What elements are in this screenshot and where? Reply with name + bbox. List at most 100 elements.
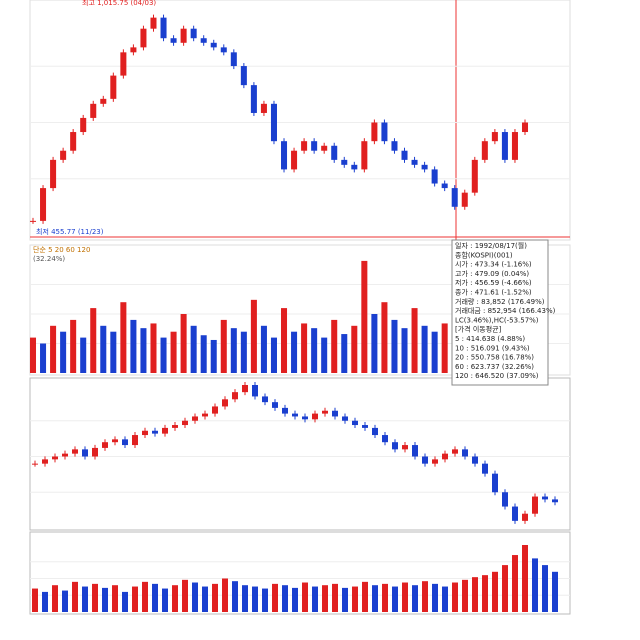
candle xyxy=(242,385,248,393)
candle xyxy=(422,456,428,464)
candle xyxy=(411,159,418,165)
candle xyxy=(322,410,328,414)
volume-bar xyxy=(130,319,137,373)
candle xyxy=(190,28,197,39)
candle xyxy=(70,132,77,151)
candle xyxy=(112,439,118,443)
volume-bar xyxy=(512,555,518,612)
candle xyxy=(42,459,48,464)
volume-bar xyxy=(472,577,478,612)
volume-bar xyxy=(152,583,158,612)
volume-bar xyxy=(82,586,88,612)
candle xyxy=(331,145,338,160)
volume-bar xyxy=(172,585,178,612)
volume-bar xyxy=(210,339,217,373)
candle xyxy=(120,52,127,76)
tooltip-line: 거래량 : 83,852 (176.49%) xyxy=(455,297,545,306)
candle xyxy=(512,506,518,521)
candle xyxy=(170,38,177,43)
volume-bar xyxy=(502,565,508,612)
candle xyxy=(552,499,558,503)
candle xyxy=(172,425,178,428)
candle xyxy=(82,449,88,457)
volume-bar xyxy=(202,586,208,612)
candle xyxy=(341,159,348,165)
volume-bar xyxy=(62,590,68,612)
candle xyxy=(522,513,528,521)
volume-bar xyxy=(122,591,128,612)
volume-bar xyxy=(50,325,57,373)
candle xyxy=(372,427,378,436)
volume-bar xyxy=(482,575,488,612)
candle xyxy=(72,449,78,454)
tooltip-line: 60 : 623.737 (32.26%) xyxy=(455,363,534,371)
volume-bar xyxy=(422,581,428,612)
candle xyxy=(292,413,298,417)
candle xyxy=(50,159,57,189)
candle xyxy=(122,439,128,446)
candle xyxy=(230,52,237,67)
candle xyxy=(132,435,138,446)
volume-bar xyxy=(442,586,448,612)
volume-bar xyxy=(322,585,328,612)
candle xyxy=(502,492,508,507)
price-panel xyxy=(29,0,571,241)
tooltip-line: 고가 : 479.09 (0.04%) xyxy=(455,269,529,278)
candle xyxy=(432,459,438,464)
volume-bar xyxy=(100,325,107,373)
lower-volume-panel xyxy=(29,531,571,615)
tooltip-line: 10 : 516.091 (9.43%) xyxy=(455,344,530,352)
candle xyxy=(250,85,257,113)
tooltip-line: LC(3.46%),HC(-53.57%) xyxy=(455,316,539,324)
volume-bar xyxy=(441,323,448,373)
volume-bar xyxy=(411,308,418,373)
volume-bar xyxy=(220,319,227,373)
candle xyxy=(332,410,338,417)
tooltip-line: 거래대금 : 852,954 (166.43%) xyxy=(455,306,556,315)
volume-bar xyxy=(402,582,408,612)
volume-bar xyxy=(242,585,248,612)
candle xyxy=(451,188,458,207)
volume-bar xyxy=(371,314,378,373)
candle xyxy=(521,122,529,133)
volume-bar xyxy=(552,571,558,612)
candle xyxy=(382,435,388,443)
candle xyxy=(192,416,198,421)
volume-legend: 단순 5 20 60 120 xyxy=(33,245,90,254)
candle xyxy=(270,103,277,142)
candle xyxy=(162,427,168,434)
candle xyxy=(362,425,368,428)
lower-price-panel xyxy=(29,377,571,531)
volume-bar xyxy=(72,581,78,612)
volume-bar xyxy=(142,581,148,612)
volume-bar xyxy=(270,337,277,373)
candle xyxy=(222,399,228,407)
volume-bar xyxy=(180,314,187,373)
volume-bar xyxy=(230,328,237,373)
candle xyxy=(412,445,418,457)
tooltip-line: 20 : 550.758 (16.78%) xyxy=(455,354,534,362)
volume-bar xyxy=(110,331,117,373)
volume-bar xyxy=(60,331,67,373)
volume-bar xyxy=(362,581,368,612)
candle xyxy=(282,407,288,414)
tooltip-line: 일자 : 1992/08/17(월) xyxy=(455,241,527,250)
volume-bar xyxy=(150,323,157,373)
candle xyxy=(152,430,158,434)
volume-bar xyxy=(462,579,468,612)
volume-bar xyxy=(452,582,458,612)
candle xyxy=(92,447,98,457)
volume-bar xyxy=(332,583,338,612)
candle xyxy=(212,406,218,414)
candle xyxy=(442,453,448,460)
candle xyxy=(291,150,298,170)
candle xyxy=(461,192,468,207)
candle xyxy=(392,442,398,450)
volume-bar xyxy=(401,328,408,373)
candle xyxy=(62,453,68,457)
candle xyxy=(391,141,398,151)
candle xyxy=(29,220,37,222)
volume-bar xyxy=(92,583,98,612)
